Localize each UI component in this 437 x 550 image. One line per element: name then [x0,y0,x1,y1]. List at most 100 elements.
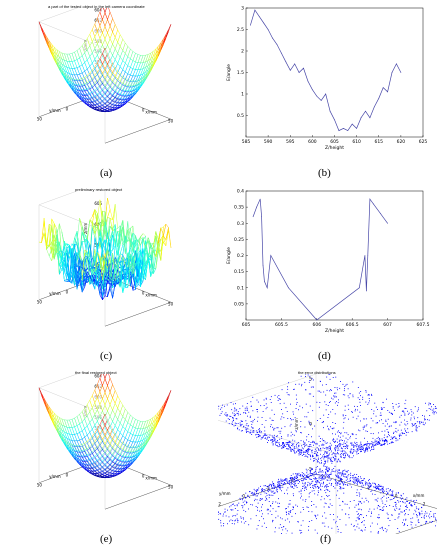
scatter-point [309,454,311,456]
scatter-point [403,510,405,512]
scatter-point [295,408,297,409]
scatter-point [296,398,297,400]
scatter-point [367,449,368,450]
scatter-point [311,450,313,451]
scatter-plot-f: 50-5x 10⁻⁷z/mm-4-2024x 10⁻⁵x/mm420-2-4x … [218,374,437,534]
scatter-point [350,472,352,474]
scatter-point [302,480,304,481]
scatter-point [338,470,340,471]
scatter-point [268,485,270,487]
scatter-point [404,502,406,504]
scatter-point [331,462,333,464]
scatter-point [341,479,343,480]
scatter-point [271,484,273,486]
scatter-point [289,446,290,448]
scatter-point [322,447,324,449]
scatter-point [335,445,336,447]
scatter-point [274,394,276,396]
scatter-point [231,503,233,505]
scatter-point [308,441,310,443]
scatter-point [307,475,309,477]
scatter-point [313,473,315,475]
scatter-point [316,442,318,444]
scatter-point [428,402,430,404]
scatter-point [354,405,355,407]
scatter-point [359,448,361,450]
scatter-point [293,443,295,445]
scatter-point [414,503,416,505]
scatter-point [307,473,309,475]
scatter-point [407,410,408,412]
scatter-point [294,481,296,483]
scatter-point [335,474,337,476]
scatter-point [287,493,288,495]
scatter-point [321,474,322,476]
scatter-point [275,510,277,512]
scatter-point [318,449,320,451]
scatter-point [321,476,323,478]
scatter-point [375,422,377,424]
scatter-point [356,448,358,450]
line-plot-b: 585 590 595 600 605 610 615 620 62532.521.510.5Z… [226,6,427,152]
scatter-point [305,451,307,452]
scatter-point [356,492,358,494]
scatter-point [366,424,368,426]
scatter-point [313,460,315,462]
scatter-point [375,487,376,488]
scatter-point [259,429,261,431]
y-axis-label: y/mm [49,108,61,113]
scatter-point [415,499,417,501]
scatter-point [377,409,378,410]
scatter-point [304,445,306,447]
scatter-point [239,424,241,426]
scatter-point [251,491,253,493]
scatter-point [365,391,367,393]
scatter-point [329,448,331,450]
scatter-point [335,392,337,394]
scatter-point [275,445,277,446]
scatter-point [413,513,415,515]
scatter-point [368,394,370,396]
scatter-point [392,442,394,443]
scatter-point [399,508,401,510]
scatter-point [269,483,271,485]
scatter-point [394,430,396,432]
scatter-point [303,451,305,453]
data-point [387,222,388,224]
scatter-point [356,484,358,486]
scatter-point [287,443,288,445]
scatter-point [352,433,354,435]
scatter-point [317,457,319,459]
axis-line [104,118,172,144]
data-point [254,9,256,11]
data-point [364,255,366,256]
data-point [261,216,262,218]
scatter-point [257,432,258,433]
scatter-point [313,488,315,489]
scatter-point [362,484,364,486]
x-tick-label: 620 [397,139,406,145]
scatter-point [252,421,254,423]
scatter-point [323,463,325,465]
scatter-point [351,443,353,445]
axis-line [395,520,437,534]
scatter-point [362,448,364,450]
scatter-point [377,497,379,499]
scatter-point [409,502,410,504]
scatter-point [405,513,406,515]
scatter-point [244,412,246,413]
scatter-point [324,456,326,458]
scatter-point [365,448,367,450]
scatter-point [246,501,247,503]
scatter-point [406,432,407,433]
scatter-point [357,479,359,481]
scatter-point [397,500,399,501]
scatter-point [352,411,353,413]
scatter-point [370,491,372,492]
scatter-point [273,413,275,415]
scatter-point [290,450,292,452]
scatter-point [324,474,326,476]
y-tick-label: 50 [37,482,43,487]
scatter-point [284,483,286,485]
scatter-point [261,510,262,512]
